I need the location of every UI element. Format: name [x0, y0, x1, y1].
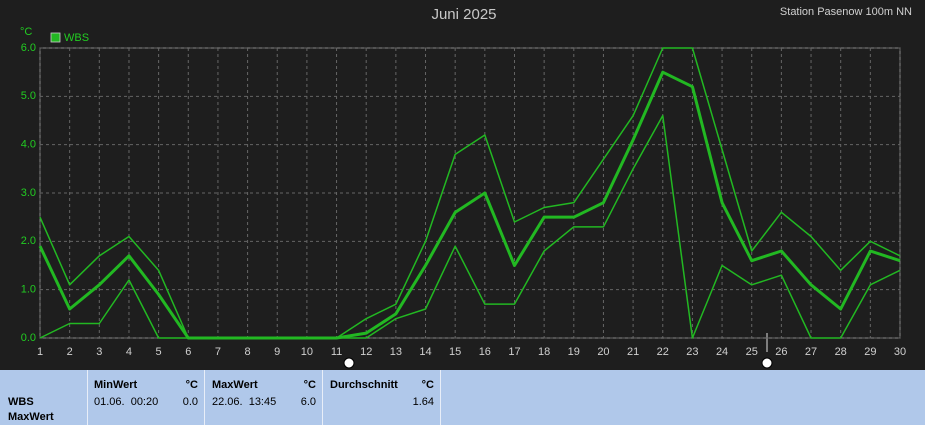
x-tick-label: 15 [449, 346, 461, 358]
x-tick-label: 11 [331, 346, 342, 358]
x-tick-label: 6 [185, 346, 191, 358]
header: MaxWert [212, 379, 258, 391]
marker-icon [761, 357, 773, 369]
header: Durchschnitt [330, 379, 398, 391]
x-tick-label: 30 [894, 346, 906, 358]
x-tick-label: 4 [126, 346, 132, 358]
legend-label: WBS [64, 32, 89, 44]
y-tick-label: 5.0 [21, 90, 36, 102]
time: 01.06. 00:20 [94, 396, 159, 408]
chart: Juni 2025 Station Pasenow 100m NN °C WBS… [20, 6, 912, 369]
value: 6.0 [300, 396, 316, 408]
x-tick-label: 7 [215, 346, 221, 358]
x-tick-label: 20 [597, 346, 609, 358]
chart-title: Juni 2025 [431, 6, 496, 23]
row-label: MaxWert [8, 411, 54, 423]
x-tick-label: 14 [419, 346, 431, 358]
legend-swatch [50, 32, 61, 43]
time: 22.06. 13:45 [212, 396, 277, 408]
x-tick-label: 10 [301, 346, 313, 358]
x-tick-label: 21 [627, 346, 639, 358]
x-tick-label: 17 [508, 346, 520, 358]
sensor: WBS [8, 396, 34, 408]
series-line [39, 114, 901, 339]
cell: Durchschnitt °C 1.64 [323, 370, 441, 425]
value: 1.64 [412, 396, 434, 408]
unit: °C [421, 379, 434, 391]
y-tick-label: 0.0 [21, 332, 36, 344]
x-tick-label: 1 [37, 346, 43, 358]
x-tick-label: 2 [67, 346, 73, 358]
marker-icon [343, 357, 355, 369]
summary-table: WBS MaxWert MinWert °C 01.06. 00:20 0.0 … [0, 370, 925, 425]
x-tick-label: 8 [245, 346, 251, 358]
cell: WBS MaxWert [0, 370, 88, 425]
x-tick-label: 13 [390, 346, 402, 358]
unit: °C [303, 379, 316, 391]
x-tick-label: 25 [746, 346, 758, 358]
value: 0.0 [182, 396, 198, 408]
x-tick-label: 5 [156, 346, 162, 358]
x-tick-label: 27 [805, 346, 817, 358]
x-tick-label: 16 [479, 346, 491, 358]
y-unit: °C [20, 26, 32, 38]
x-tick-label: 3 [96, 346, 102, 358]
series-line [38, 70, 901, 340]
cell: MinWert °C 01.06. 00:20 0.0 [88, 370, 205, 425]
x-tick-label: 24 [716, 346, 728, 358]
x-tick-label: 12 [360, 346, 372, 358]
y-tick-label: 4.0 [21, 139, 36, 151]
x-tick-label: 18 [538, 346, 550, 358]
x-tick-label: 28 [835, 346, 847, 358]
station: Station Pasenow 100m NN [780, 6, 912, 18]
y-tick-label: 6.0 [21, 42, 36, 54]
y-tick-label: 2.0 [21, 235, 36, 247]
x-tick-label: 9 [274, 346, 280, 358]
y-tick-label: 1.0 [21, 284, 36, 296]
x-tick-label: 22 [657, 346, 669, 358]
y-tick-label: 3.0 [21, 187, 36, 199]
cell: MaxWert °C 22.06. 13:45 6.0 [205, 370, 323, 425]
x-tick-label: 23 [686, 346, 698, 358]
header: MinWert [94, 379, 138, 391]
unit: °C [185, 379, 198, 391]
x-tick-label: 29 [864, 346, 876, 358]
x-tick-label: 26 [775, 346, 787, 358]
x-tick-label: 19 [568, 346, 580, 358]
series-line [39, 47, 901, 339]
